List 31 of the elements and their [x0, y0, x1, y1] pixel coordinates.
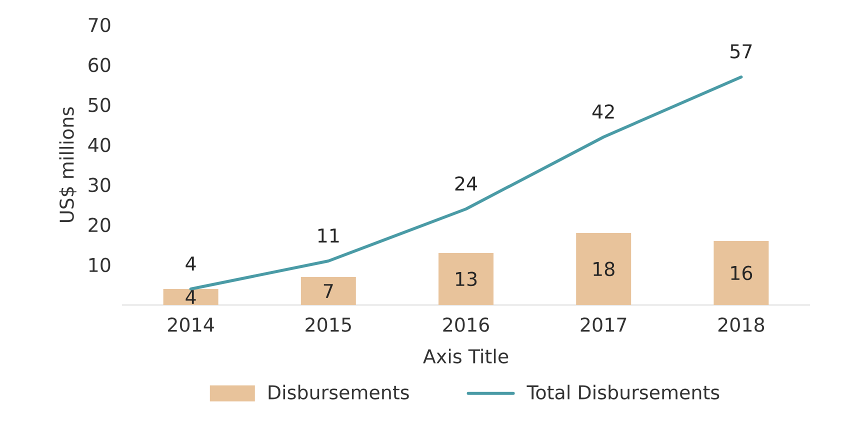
- x-axis-title: Axis Title: [423, 348, 508, 364]
- bar: [576, 232, 632, 305]
- x-tick-label: 2014: [168, 318, 214, 332]
- y-tick-label: 20: [88, 218, 110, 232]
- legend-label: Total Disbursements: [526, 384, 720, 400]
- data-label: 42: [592, 104, 614, 118]
- x-tick-label: 2016: [443, 318, 489, 332]
- data-label: 4: [186, 290, 196, 304]
- data-label: 11: [318, 228, 339, 242]
- bar: [300, 276, 356, 305]
- bar: [714, 240, 769, 305]
- y-tick-label: 60: [88, 58, 110, 72]
- y-tick-label: 40: [88, 138, 110, 152]
- bar: [438, 252, 494, 305]
- y-tick-label: 50: [88, 98, 110, 112]
- bar: [163, 288, 218, 305]
- data-label: 16: [731, 266, 752, 280]
- y-tick-label: 30: [88, 178, 110, 192]
- legend-label: Disbursements: [268, 384, 409, 400]
- y-axis-title: US$ millions: [59, 107, 76, 222]
- x-tick-label: 2015: [306, 318, 351, 332]
- data-label: 4: [186, 256, 196, 270]
- y-tick-label: 10: [89, 258, 110, 272]
- data-label: 7: [324, 284, 333, 298]
- data-label: 24: [455, 176, 478, 190]
- data-label: 13: [456, 272, 477, 286]
- data-label: 57: [730, 44, 752, 58]
- x-tick-label: 2018: [718, 318, 764, 332]
- x-tick-label: 2017: [580, 318, 626, 332]
- data-label: 18: [594, 262, 614, 276]
- y-tick-label: 70: [88, 18, 110, 32]
